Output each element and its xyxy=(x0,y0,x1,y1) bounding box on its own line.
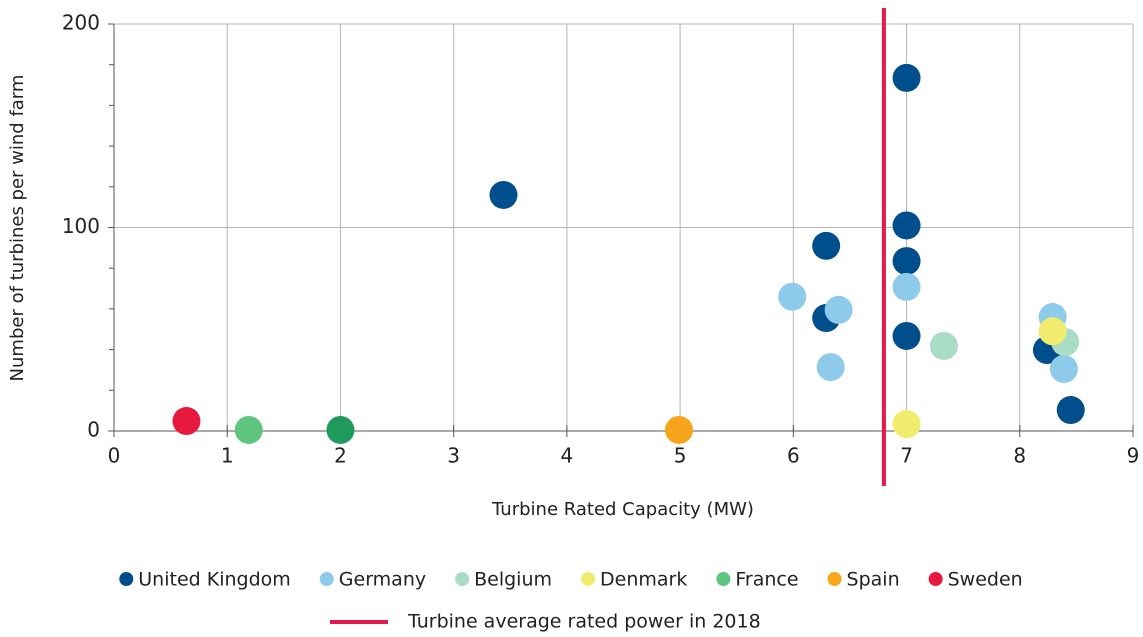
legend-label: France xyxy=(735,569,798,591)
data-point xyxy=(824,295,853,324)
data-point xyxy=(892,63,921,92)
data-point xyxy=(1049,354,1078,383)
y-axis-title: Number of turbines per wind farm xyxy=(7,75,28,382)
data-point xyxy=(778,282,807,311)
x-tick-label: 8 xyxy=(1013,444,1026,468)
legend-label: Germany xyxy=(339,569,426,591)
legend-marker xyxy=(716,572,731,586)
legend-marker xyxy=(455,572,470,586)
legend-marker xyxy=(119,572,134,586)
legend-label: Denmark xyxy=(600,569,687,591)
y-tick-label: 0 xyxy=(87,418,100,442)
legend-marker xyxy=(319,572,334,586)
x-tick-label: 0 xyxy=(108,444,121,468)
legend-marker xyxy=(928,572,943,586)
data-point xyxy=(1056,396,1085,425)
data-point xyxy=(892,247,921,276)
x-tick-label: 2 xyxy=(334,444,347,468)
legend-label: Belgium xyxy=(474,569,552,591)
legend-label: Sweden xyxy=(948,569,1023,591)
legend-marker xyxy=(827,572,842,586)
data-point xyxy=(172,407,201,436)
data-point xyxy=(892,272,921,301)
x-tick-label: 9 xyxy=(1127,444,1140,468)
data-point xyxy=(326,415,355,444)
data-point xyxy=(664,415,693,444)
data-point xyxy=(816,353,845,382)
data-point xyxy=(929,331,958,360)
data-point xyxy=(234,415,263,444)
data-point xyxy=(892,211,921,240)
x-tick-label: 7 xyxy=(900,444,913,468)
legend-label: United Kingdom xyxy=(138,569,291,591)
data-point xyxy=(1038,317,1067,346)
x-tick-label: 4 xyxy=(561,444,574,468)
legend-label: Turbine average rated power in 2018 xyxy=(407,611,761,633)
x-tick-label: 1 xyxy=(221,444,234,468)
data-point xyxy=(892,410,921,439)
y-tick-label: 100 xyxy=(62,214,100,238)
data-point xyxy=(892,321,921,350)
x-tick-label: 5 xyxy=(674,444,687,468)
x-axis-title: Turbine Rated Capacity (MW) xyxy=(491,499,754,520)
data-point xyxy=(489,180,518,209)
x-tick-label: 3 xyxy=(447,444,460,468)
x-tick-label: 6 xyxy=(787,444,800,468)
y-tick-label: 200 xyxy=(62,11,100,35)
legend-marker xyxy=(581,572,596,586)
data-point xyxy=(812,231,841,260)
legend-label: Spain xyxy=(847,569,900,591)
